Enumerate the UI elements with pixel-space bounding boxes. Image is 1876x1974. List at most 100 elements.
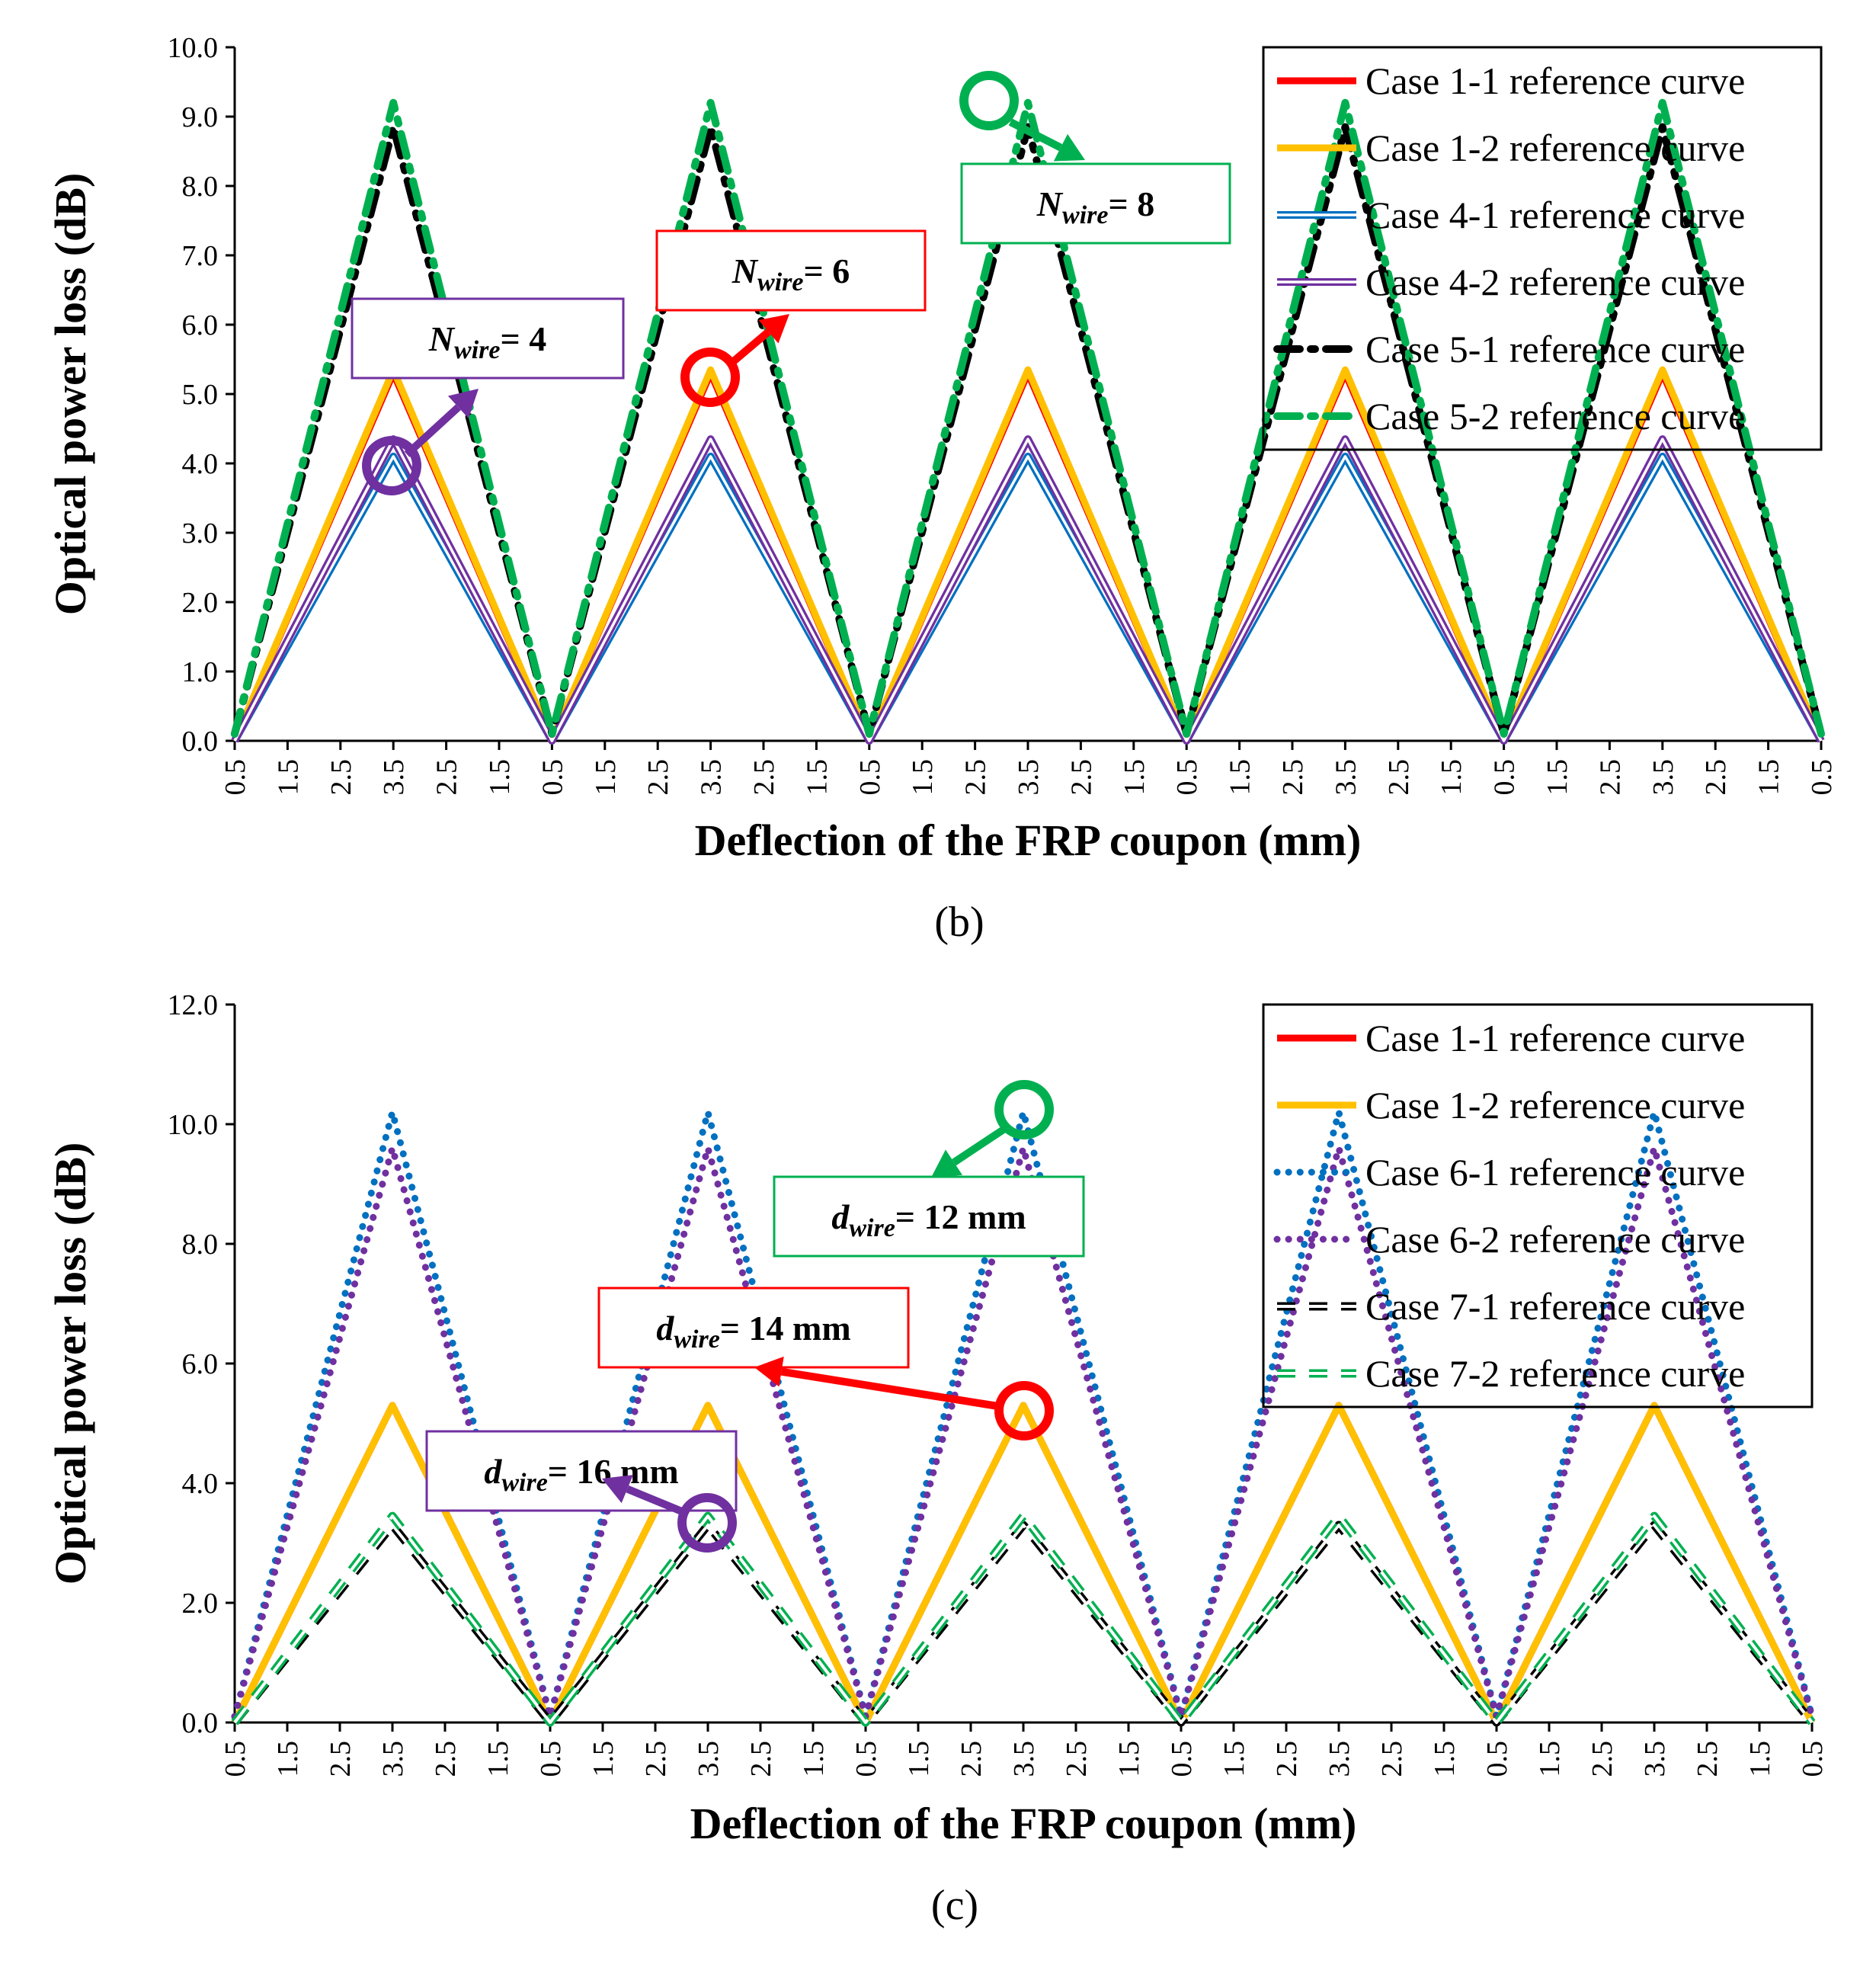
annotation-label: Nwire= 4 bbox=[428, 319, 546, 364]
series-line bbox=[231, 1402, 1816, 1726]
annotation-label: dwire= 14 mm bbox=[656, 1309, 850, 1354]
series-3 bbox=[231, 1108, 1816, 1720]
annotation-arrow-shaft bbox=[780, 1367, 1004, 1411]
y-tick-label: 0.0 bbox=[182, 726, 219, 758]
x-tick-label: 0.5 bbox=[1481, 1741, 1513, 1777]
x-tick-label: 0.5 bbox=[850, 1741, 882, 1777]
y-tick-label: 7.0 bbox=[182, 240, 219, 272]
annotation: dwire= 14 mm bbox=[597, 1287, 1054, 1440]
annotation-arrow-shaft bbox=[727, 328, 771, 367]
annotation-arrow-shaft bbox=[952, 1124, 1008, 1166]
x-tick-label: 0.5 bbox=[536, 759, 568, 796]
x-tick-label: 0.5 bbox=[1171, 759, 1203, 796]
x-tick-label: 0.5 bbox=[535, 1741, 567, 1777]
annotation-variable: d bbox=[831, 1197, 850, 1236]
series-2 bbox=[231, 1402, 1816, 1726]
annotation-circle bbox=[677, 1493, 737, 1553]
annotation-box bbox=[960, 162, 1231, 245]
chart-panel-b: 0.0 1.0 2.0 3.0 4.0 5.0 6.0 7.0 8.0 9.0 10.0 0.5 1.5… bbox=[46, 32, 1838, 946]
y-tick-label: 1.0 bbox=[182, 656, 219, 688]
series-line bbox=[231, 1108, 1816, 1720]
annotation-value: = 14 mm bbox=[720, 1309, 851, 1348]
annotation-subscript: wire bbox=[674, 1325, 719, 1354]
legend-label: Case 1-1 reference curve bbox=[1365, 59, 1745, 102]
annotation-subscript: wire bbox=[1062, 201, 1108, 229]
annotation-arrow-head bbox=[931, 1149, 963, 1178]
x-tick-label: 0.5 bbox=[854, 759, 886, 796]
series-line-inner bbox=[233, 1514, 1814, 1724]
y-tick-label: 10.0 bbox=[168, 32, 219, 64]
x-tick-label: 2.5 bbox=[1594, 759, 1626, 796]
x-tick-label: 0.5 bbox=[1806, 759, 1838, 796]
x-axis-title: Deflection of the FRP coupon (mm) bbox=[690, 1799, 1357, 1848]
y-tick-label: 8.0 bbox=[182, 1229, 219, 1261]
annotation-label: dwire= 12 mm bbox=[831, 1197, 1026, 1242]
legend-frame bbox=[1262, 1003, 1814, 1408]
x-tick-label: 2.5 bbox=[1271, 1741, 1303, 1777]
annotation-label: Nwire= 6 bbox=[732, 252, 850, 296]
x-tick-label: 2.5 bbox=[1586, 1741, 1618, 1777]
annotation: Nwire= 4 bbox=[351, 297, 625, 495]
x-tick-label: 1.5 bbox=[1218, 1741, 1250, 1777]
annotation-arrow-shaft bbox=[1008, 118, 1063, 152]
x-tick-label: 0.5 bbox=[1166, 1741, 1198, 1777]
series-6 bbox=[231, 98, 1825, 738]
annotation-circle bbox=[959, 71, 1019, 130]
x-tick-label: 1.5 bbox=[1753, 759, 1785, 796]
x-tick-label: 3.5 bbox=[1330, 759, 1362, 796]
x-tick-label: 3.5 bbox=[378, 759, 410, 796]
annotation-variable: N bbox=[428, 319, 456, 358]
legend-item: Case 5-2 reference curve bbox=[1273, 395, 1745, 437]
annotation: dwire= 12 mm bbox=[773, 1080, 1085, 1258]
x-tick-label: 1.5 bbox=[272, 759, 304, 796]
legend-label: Case 4-2 reference curve bbox=[1365, 261, 1745, 303]
annotation-variable: N bbox=[1036, 184, 1064, 223]
x-tick-label: 3.5 bbox=[1647, 759, 1679, 796]
panel-label: (c) bbox=[931, 1882, 978, 1929]
legend-item: Case 4-2 reference curve bbox=[1277, 261, 1745, 303]
legend-item: Case 1-2 reference curve bbox=[1277, 127, 1745, 169]
x-tick-label: 2.5 bbox=[431, 759, 463, 796]
x-tick-label: 2.5 bbox=[1277, 759, 1309, 796]
x-tick-label: 2.5 bbox=[642, 759, 674, 796]
x-tick-label: 3.5 bbox=[377, 1741, 409, 1777]
x-tick-label: 1.5 bbox=[1225, 759, 1257, 796]
annotation-box bbox=[425, 1430, 738, 1512]
series-line-inner bbox=[233, 1523, 1814, 1724]
x-tick-label: 3.5 bbox=[693, 1741, 725, 1777]
series-4 bbox=[231, 435, 1825, 745]
legend-item: Case 6-1 reference curve bbox=[1273, 1151, 1745, 1194]
y-tick-label: 6.0 bbox=[182, 1348, 219, 1380]
x-axis-title: Deflection of the FRP coupon (mm) bbox=[695, 816, 1362, 865]
legend-item: Case 5-1 reference curve bbox=[1273, 328, 1745, 370]
legend-item: Case 7-2 reference curve bbox=[1277, 1352, 1745, 1395]
x-tick-label: 2.5 bbox=[748, 759, 780, 796]
annotation-arrow-head bbox=[1053, 133, 1085, 162]
legend-label: Case 7-2 reference curve bbox=[1365, 1352, 1745, 1395]
legend-item: Case 1-2 reference curve bbox=[1277, 1084, 1745, 1126]
series-4 bbox=[231, 1144, 1816, 1720]
x-tick-label: 1.5 bbox=[1119, 759, 1151, 796]
series-2 bbox=[231, 366, 1825, 745]
annotation-circle bbox=[680, 348, 740, 407]
series-6 bbox=[231, 1511, 1816, 1727]
annotation-value: = 4 bbox=[500, 319, 546, 358]
legend-label: Case 4-1 reference curve bbox=[1365, 194, 1745, 236]
legend-label: Case 6-2 reference curve bbox=[1365, 1218, 1745, 1261]
series-line-inner bbox=[233, 437, 1823, 742]
x-tick-label: 3.5 bbox=[696, 759, 728, 796]
annotation-arrow-head bbox=[602, 1475, 633, 1504]
x-tick-label: 2.5 bbox=[1061, 1741, 1093, 1777]
legend-label: Case 1-1 reference curve bbox=[1365, 1017, 1745, 1059]
x-tick-label: 1.5 bbox=[1534, 1741, 1566, 1777]
legend: Case 1-1 reference curve Case 1-2 referen… bbox=[1262, 1003, 1814, 1408]
y-tick-label: 9.0 bbox=[182, 101, 219, 133]
x-tick-label: 1.5 bbox=[1436, 759, 1468, 796]
series-line bbox=[231, 1144, 1816, 1720]
x-tick-label: 1.5 bbox=[1113, 1741, 1145, 1777]
y-tick-label: 2.0 bbox=[182, 587, 219, 619]
x-tick-label: 1.5 bbox=[798, 1741, 830, 1777]
x-tick-label: 3.5 bbox=[1639, 1741, 1671, 1777]
x-tick-label: 2.5 bbox=[745, 1741, 777, 1777]
x-tick-label: 2.5 bbox=[1065, 759, 1097, 796]
